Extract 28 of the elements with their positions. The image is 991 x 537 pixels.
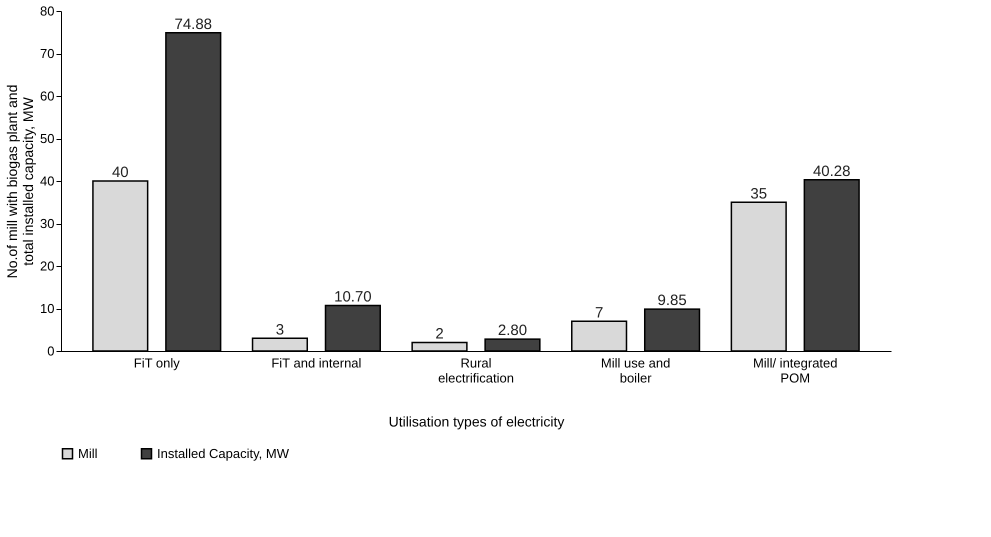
data-label: 10.70 <box>334 288 372 306</box>
x-tick-label: Mill use and boiler <box>600 356 670 386</box>
y-tick-label: 40 <box>40 174 54 188</box>
legend-label: Installed Capacity, MW <box>157 446 290 461</box>
data-label: 2.80 <box>498 322 528 340</box>
y-tick-label: 80 <box>40 4 54 18</box>
data-label: 2 <box>435 326 444 342</box>
y-tick-label: 10 <box>40 301 54 316</box>
y-tick-label: 30 <box>40 216 54 231</box>
y-tick-label: 60 <box>40 88 54 104</box>
x-tick-label: Rural electrification <box>438 356 514 386</box>
legend-label: Mill <box>78 446 98 461</box>
x-tick-label: FiT only <box>134 356 180 370</box>
x-tick-label: FiT and internal <box>271 356 362 370</box>
y-tick-label: 50 <box>40 131 54 146</box>
x-axis-title: Utilisation types of electricity <box>388 414 564 430</box>
data-label: 40.28 <box>812 162 850 180</box>
data-label: 74.88 <box>174 16 212 33</box>
data-label: 35 <box>750 185 768 202</box>
data-label: 9.85 <box>657 292 687 310</box>
y-tick-label: 70 <box>40 46 54 61</box>
x-tick-label: Mill/ integrated POM <box>752 356 838 386</box>
data-label: 40 <box>112 164 129 181</box>
y-axis-title: No.of mill with biogas plant and total installed capacity, MW <box>4 84 36 278</box>
y-tick-label: 20 <box>40 258 54 274</box>
data-label: 3 <box>276 321 284 338</box>
y-tick-label: 0 <box>47 344 54 358</box>
data-label: 7 <box>594 304 604 322</box>
